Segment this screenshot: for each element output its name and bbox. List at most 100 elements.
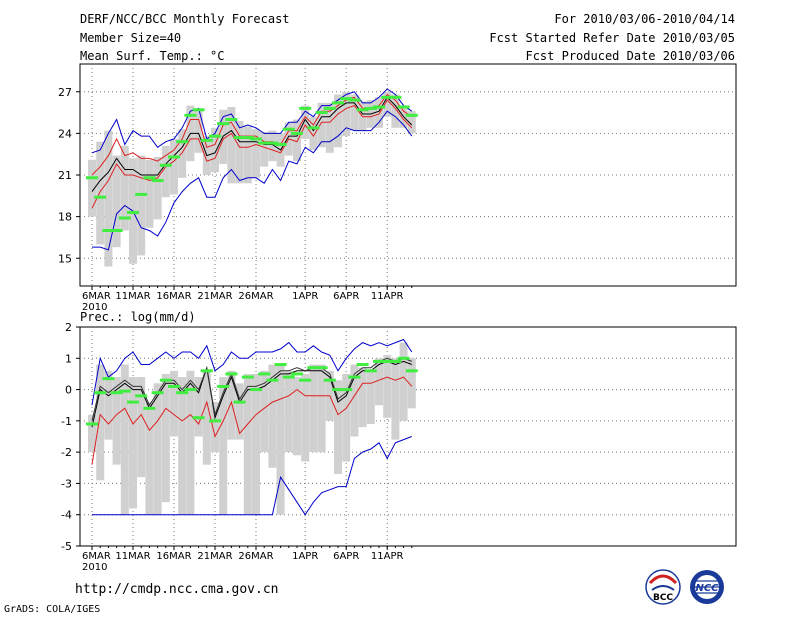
spread-bar — [293, 119, 301, 162]
spread-bar — [317, 364, 326, 453]
spread-bar — [137, 377, 146, 478]
spread-bar — [301, 105, 310, 139]
x-tick-label: 26MAR — [238, 551, 273, 562]
series-line-lower — [91, 376, 413, 465]
spread-bar — [112, 377, 121, 465]
spread-bar — [391, 94, 400, 128]
spread-bar — [129, 377, 137, 509]
x-tick-label: 6MAR — [82, 291, 111, 302]
spread-bar — [309, 364, 318, 453]
y-tick-label: -4 — [61, 509, 72, 522]
x-tick-label: 2010 — [82, 302, 107, 313]
spread-bar — [243, 373, 252, 515]
x-tick-label: 2010 — [82, 562, 107, 573]
series-line-min — [92, 110, 413, 251]
spread-bar — [407, 358, 416, 409]
x-tick-label: 11APR — [371, 291, 404, 302]
x-tick-label: 6APR — [333, 551, 359, 562]
spread-bar — [350, 94, 359, 131]
y-tick-label: -2 — [61, 446, 72, 459]
spread-bar — [375, 97, 383, 128]
spread-bar — [145, 159, 154, 228]
spread-bar — [170, 138, 178, 195]
y-tick-label: 1 — [65, 352, 72, 365]
y-tick-label: 21 — [58, 169, 72, 182]
spread-bar — [194, 108, 203, 153]
x-tick-label: 1APR — [292, 291, 318, 302]
spread-bar — [342, 373, 351, 462]
spread-bar — [399, 107, 408, 128]
forecast-produced-date: Fcst Produced Date 2010/03/06 — [525, 49, 735, 63]
spread-bar — [96, 141, 105, 245]
y-tick-label: 18 — [58, 211, 72, 224]
spread-bar — [88, 159, 96, 217]
plot-frame — [79, 326, 737, 547]
spread-bar — [383, 91, 392, 117]
spread-bar — [104, 370, 113, 440]
source-url[interactable]: http://cmdp.ncc.cma.gov.cn — [75, 582, 279, 597]
spread-bar — [186, 370, 195, 515]
spread-bar — [211, 402, 219, 453]
x-tick-label: 11MAR — [115, 551, 150, 562]
spread-bar — [284, 370, 293, 453]
spread-bar — [350, 364, 359, 437]
y-tick-label: -1 — [61, 415, 72, 428]
spread-bar — [120, 145, 129, 231]
spread-bar — [252, 373, 260, 515]
x-tick-label: 21MAR — [197, 291, 232, 302]
x-tick-label: 21MAR — [197, 551, 232, 562]
spread-bar — [276, 364, 285, 515]
spread-bar — [260, 131, 269, 167]
forecast-period: For 2010/03/06-2010/04/14 — [554, 12, 735, 26]
spread-bar — [342, 91, 351, 137]
series-line-min — [92, 436, 412, 516]
y-tick-label: -5 — [61, 540, 72, 553]
spread-bar — [112, 155, 121, 248]
spread-bar — [391, 358, 400, 440]
x-tick-label: 6MAR — [82, 551, 111, 562]
x-tick-label: 16MAR — [156, 291, 191, 302]
spread-bar — [145, 402, 154, 515]
y-tick-label: -3 — [61, 477, 72, 490]
spread-bar — [96, 364, 105, 481]
spread-bar — [243, 126, 252, 184]
y-tick-label: 15 — [58, 252, 72, 265]
x-tick-label: 1APR — [292, 551, 318, 562]
spread-bar — [334, 380, 342, 475]
spread-bar — [235, 383, 244, 440]
spread-bar — [88, 414, 96, 453]
spread-bar — [194, 377, 203, 437]
grads-credit: GrADS: COLA/IGES — [4, 604, 101, 615]
spread-bar — [104, 130, 113, 267]
spread-bar — [309, 116, 318, 151]
spread-bar — [120, 364, 129, 515]
spread-bar — [358, 367, 367, 428]
spread-bar — [366, 370, 375, 424]
variable-label: Mean Surf. Temp.: °C — [80, 49, 225, 63]
spread-bar — [325, 102, 334, 153]
precip-panel-title: Prec.: log(mm/d) — [80, 310, 196, 324]
spread-bar — [301, 373, 310, 462]
chart-title: DERF/NCC/BCC Monthly Forecast — [80, 12, 290, 26]
member-size-label: Member Size=40 — [80, 31, 182, 45]
spread-bar — [293, 377, 301, 456]
spread-bar — [235, 120, 244, 184]
spread-bar — [375, 358, 383, 406]
y-tick-label: 0 — [65, 384, 72, 397]
spread-bar — [407, 111, 416, 134]
x-tick-label: 16MAR — [156, 551, 191, 562]
x-tick-label: 11APR — [371, 551, 404, 562]
spread-bar — [211, 127, 219, 173]
spread-bar — [268, 130, 277, 162]
x-tick-label: 26MAR — [238, 291, 273, 302]
y-tick-label: 2 — [65, 321, 72, 334]
spread-bar — [383, 355, 392, 418]
x-tick-label: 6APR — [333, 291, 359, 302]
spread-bar — [161, 145, 170, 198]
spread-bar — [227, 107, 236, 184]
spread-bar — [268, 364, 277, 468]
spread-bar — [202, 370, 211, 465]
